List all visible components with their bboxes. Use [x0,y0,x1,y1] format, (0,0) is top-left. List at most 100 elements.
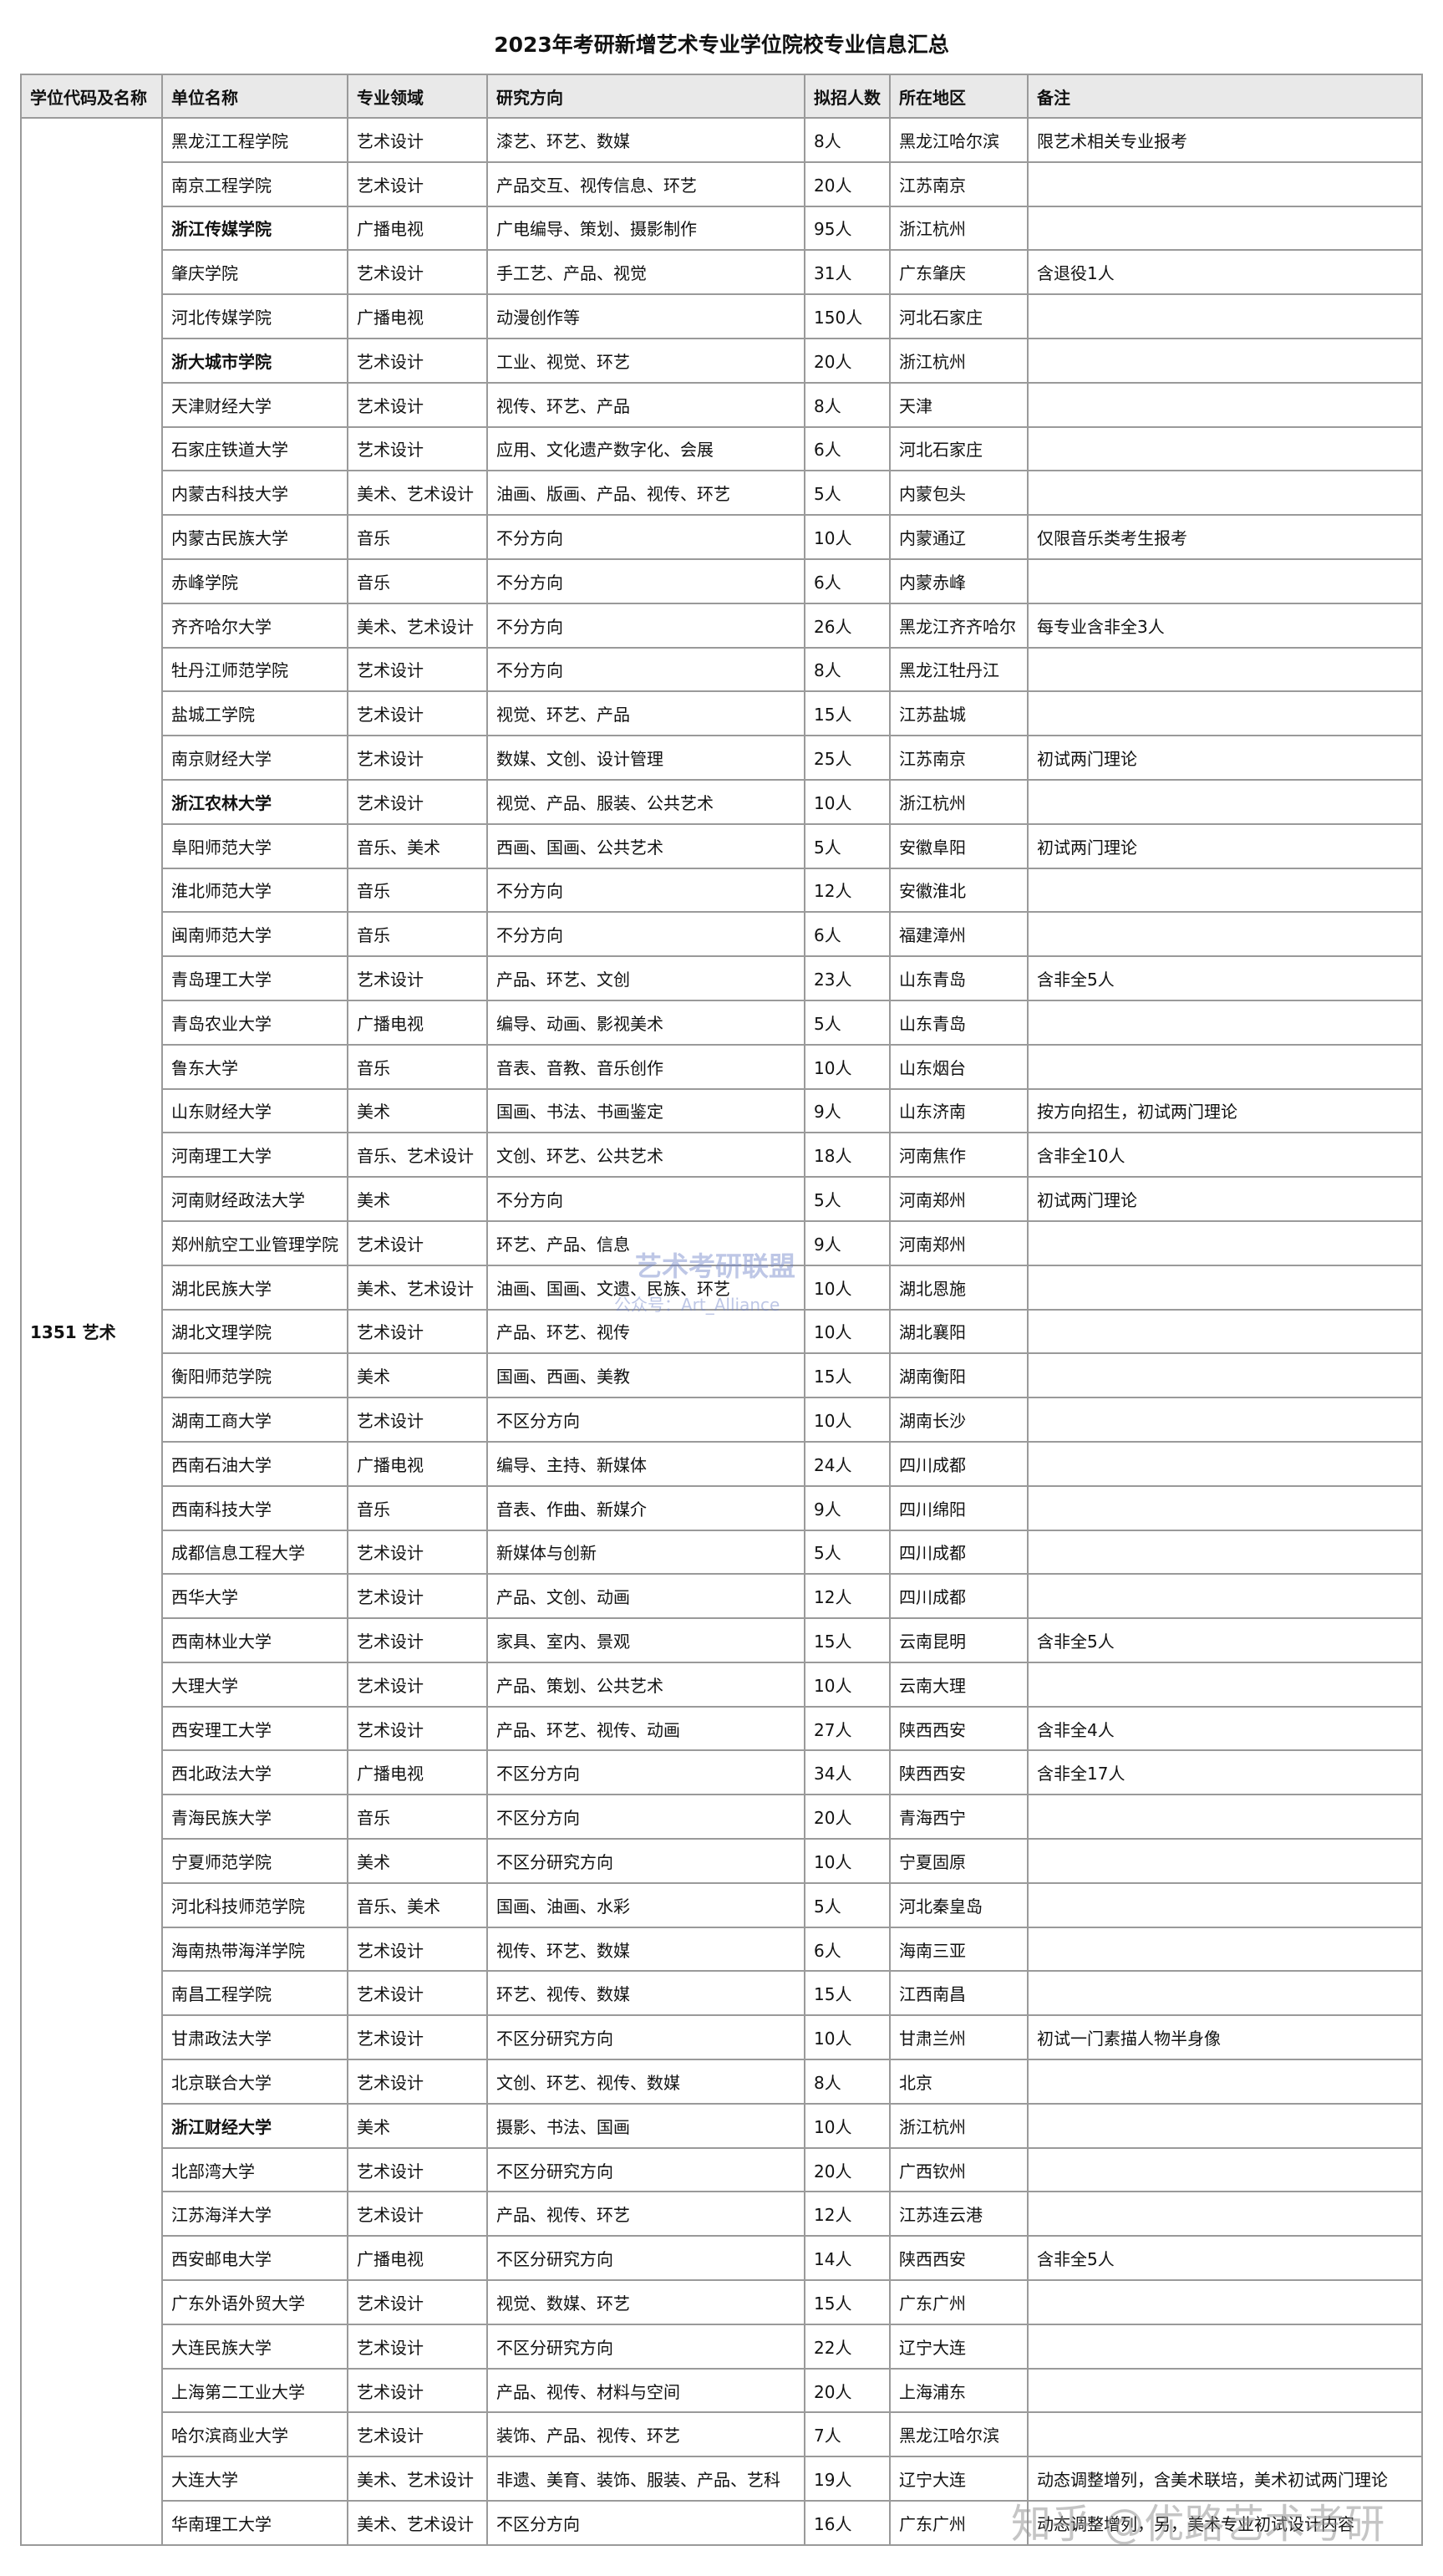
table-cell: 编导、动画、影视美术 [486,999,805,1046]
table-cell: 江西南昌 [889,1970,1029,2017]
table-cell: 闽南师范大学 [161,911,348,958]
table-body: 1351 艺术 黑龙江工程学院 艺术设计 漆艺、环艺、数媒 8人 黑龙江哈尔滨 限艺术相关专… [20,117,1423,2546]
table-cell: 仅限音乐类考生报考 [1027,514,1423,560]
table-cell [1027,1397,1423,1443]
table-cell: 青岛理工大学 [161,955,348,1001]
table-cell [1027,2279,1423,2325]
table-cell: 10人 [804,1308,891,1355]
table-cell: 22人 [804,2323,891,2370]
table-cell: 艺术设计 [347,249,488,296]
table-cell: 宁夏固原 [889,1838,1029,1884]
table-cell: 艺术设计 [347,1661,488,1708]
header-cell: 单位名称 [161,74,348,119]
table-cell [1027,2102,1423,2149]
table-cell [1027,2059,1423,2105]
table-cell: 美术 [347,1176,488,1222]
table-cell: 艺术设计 [347,2014,488,2061]
table-cell: 艺术设计 [347,160,488,207]
table-cell: 美术、艺术设计 [347,2456,488,2502]
table-cell: 产品、视传、材料与空间 [486,2367,805,2414]
table-cell: 艺术设计 [347,735,488,781]
table-cell [1027,160,1423,207]
table-cell: 150人 [804,293,891,339]
table-row: 河北传媒学院 广播电视 动漫创作等 150人 河北石家庄 [21,293,1423,339]
table-cell: 6人 [804,1926,891,1973]
table-cell: 12人 [804,1573,891,1620]
table-cell: 10人 [804,1397,891,1443]
table-cell: 浙江杭州 [889,205,1029,252]
table-cell: 15人 [804,1617,891,1663]
table-cell: 产品、环艺、文创 [486,955,805,1001]
table-cell: 河南理工大学 [161,1132,348,1179]
table-cell: 10人 [804,1043,891,1090]
table-cell [1027,337,1423,384]
table-cell: 广播电视 [347,1440,488,1487]
header-cell: 专业领域 [347,74,488,119]
table-row: 青海民族大学 音乐 不区分方向 20人 青海西宁 [21,1794,1423,1840]
table-row: 阜阳师范大学 音乐、美术 西画、国画、公共艺术 5人 安徽阜阳 初试两门理论 [21,822,1423,869]
table-cell: 环艺、产品、信息 [486,1219,805,1266]
table-cell: 黑龙江齐齐哈尔 [889,602,1029,649]
table-cell: 肇庆学院 [161,249,348,296]
table-cell: 浙江农林大学 [161,778,348,825]
table-cell: 24人 [804,1440,891,1487]
table-cell: 广播电视 [347,205,488,252]
table-cell: 江苏海洋大学 [161,2191,348,2237]
table-cell: 艺术设计 [347,2191,488,2237]
table-cell [1027,1264,1423,1311]
table-cell: 20人 [804,1794,891,1840]
table-cell: 不区分方向 [486,1794,805,1840]
table-cell [1027,1794,1423,1840]
table-row: 湖南工商大学 艺术设计 不区分方向 10人 湖南长沙 [21,1397,1423,1443]
table-row: 广东外语外贸大学 艺术设计 视觉、数媒、环艺 15人 广东广州 [21,2279,1423,2325]
table-cell: 不区分方向 [486,2500,805,2546]
table-cell: 艺术设计 [347,778,488,825]
table-cell: 音乐 [347,514,488,560]
table-cell: 视觉、产品、服装、公共艺术 [486,778,805,825]
table-cell: 家具、室内、景观 [486,1617,805,1663]
table-cell: 油画、国画、文遗、民族、环艺 [486,1264,805,1311]
table-cell: 艺术设计 [347,337,488,384]
table-cell [1027,911,1423,958]
table-row: 内蒙古科技大学 美术、艺术设计 油画、版画、产品、视传、环艺 5人 内蒙包头 [21,470,1423,517]
table-cell: 郑州航空工业管理学院 [161,1219,348,1266]
table-cell: 数媒、文创、设计管理 [486,735,805,781]
table-cell [1027,1440,1423,1487]
table-cell: 艺术设计 [347,381,488,428]
table-cell: 山东烟台 [889,1043,1029,1090]
table-cell: 应用、文化遗产数字化、会展 [486,425,805,472]
table-cell: 北京联合大学 [161,2059,348,2105]
table-cell: 15人 [804,1970,891,2017]
table-row: 北部湾大学 艺术设计 不区分研究方向 20人 广西钦州 [21,2146,1423,2193]
table-cell: 浙江传媒学院 [161,205,348,252]
table-cell: 按方向招生，初试两门理论 [1027,1087,1423,1134]
table-cell: 南昌工程学院 [161,1970,348,2017]
table-row: 内蒙古民族大学 音乐 不分方向 10人 内蒙通辽 仅限音乐类考生报考 [21,514,1423,560]
table-row: 大连民族大学 艺术设计 不区分研究方向 22人 辽宁大连 [21,2323,1423,2370]
table-cell: 河北石家庄 [889,293,1029,339]
table-cell: 10人 [804,2014,891,2061]
table-row: 青岛农业大学 广播电视 编导、动画、影视美术 5人 山东青岛 [21,999,1423,1046]
table-cell: 福建漳州 [889,911,1029,958]
table-row: 1351 艺术 黑龙江工程学院 艺术设计 漆艺、环艺、数媒 8人 黑龙江哈尔滨 限艺术相关专… [20,117,1423,2546]
table-cell: 天津财经大学 [161,381,348,428]
table-row: 浙江财经大学 美术 摄影、书法、国画 10人 浙江杭州 [21,2102,1423,2149]
table-cell: 26人 [804,602,891,649]
table-cell [1027,205,1423,252]
table-cell: 12人 [804,2191,891,2237]
table-cell: 油画、版画、产品、视传、环艺 [486,470,805,517]
table-cell: 艺术设计 [347,1970,488,2017]
table-cell: 5人 [804,1881,891,1928]
table-cell: 7人 [804,2411,891,2458]
table-row: 华南理工大学 美术、艺术设计 不区分方向 16人 广东广州 动态调整增列，另，美术专业初试… [21,2500,1423,2546]
table-cell: 西南石油大学 [161,1440,348,1487]
table-cell: 艺术设计 [347,2367,488,2414]
table-cell: 湖北襄阳 [889,1308,1029,1355]
table-cell [1027,778,1423,825]
table-cell: 艺术设计 [347,2279,488,2325]
table-cell: 限艺术相关专业报考 [1027,117,1423,163]
table-cell: 青海民族大学 [161,1794,348,1840]
table-row: 湖北民族大学 美术、艺术设计 油画、国画、文遗、民族、环艺 10人 湖北恩施 [21,1264,1423,1311]
table-cell: 含退役1人 [1027,249,1423,296]
